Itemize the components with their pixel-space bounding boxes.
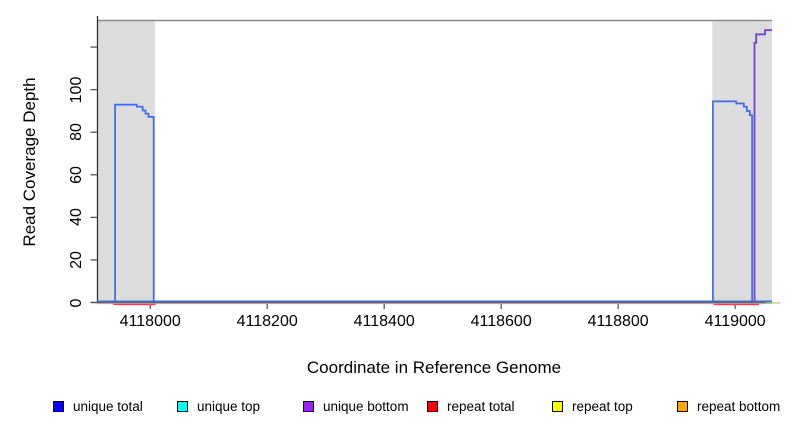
- series-unique-bottom-right-peak: [753, 29, 772, 302]
- repeat-total-swatch-icon: [427, 400, 438, 412]
- y-tick-label: 20: [68, 251, 85, 269]
- x-tick-label: 4118600: [470, 313, 532, 330]
- legend-label: repeat total: [447, 398, 515, 414]
- unique-bottom-swatch-icon: [303, 400, 314, 412]
- y-tick-label: 0: [68, 298, 85, 307]
- unique-top-swatch-icon: [177, 400, 188, 412]
- x-tick-label: 4118000: [119, 313, 181, 330]
- y-tick-label: 40: [68, 208, 85, 227]
- y-tick-label: 80: [68, 123, 85, 142]
- legend-item-unique-top: unique top: [177, 398, 260, 414]
- legend-item-unique-total: unique total: [53, 398, 143, 414]
- right-gray-band: [712, 20, 772, 304]
- unique-total-swatch-icon: [53, 400, 64, 412]
- y-axis-title: Read Coverage Depth: [20, 77, 39, 247]
- left-gray-band: [98, 20, 155, 304]
- legend-item-repeat-bottom: repeat bottom: [677, 398, 780, 414]
- x-tick-label: 4118400: [353, 313, 415, 330]
- legend-label: unique bottom: [323, 398, 409, 414]
- legend-label: repeat top: [572, 398, 633, 414]
- legend-label: unique total: [73, 398, 143, 414]
- legend-item-repeat-total: repeat total: [427, 398, 515, 414]
- series-unique-top-left-peak: [114, 103, 155, 302]
- x-tick-label: 4119000: [704, 313, 766, 330]
- legend-label: unique top: [197, 398, 261, 414]
- legend-label: repeat bottom: [697, 398, 781, 414]
- x-tick-label: 4118200: [236, 313, 298, 330]
- x-axis-title: Coordinate in Reference Genome: [306, 358, 562, 377]
- repeat-top-swatch-icon: [552, 400, 563, 412]
- x-tick-label: 4118800: [587, 313, 649, 330]
- legend-item-unique-bottom: unique bottom: [303, 398, 409, 414]
- legend-item-repeat-top: repeat top: [552, 398, 633, 414]
- y-tick-label: 60: [68, 165, 85, 184]
- y-tick-label: 100: [68, 76, 85, 104]
- repeat-bottom-swatch-icon: [677, 400, 688, 412]
- series-unique-top-right-peak: [712, 100, 753, 302]
